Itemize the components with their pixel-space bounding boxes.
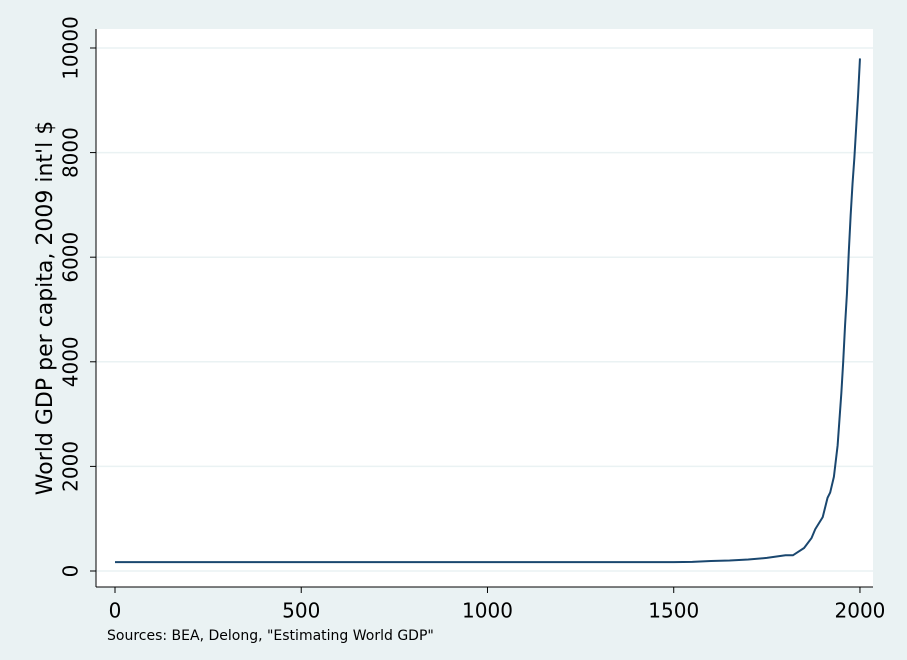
plot-area (96, 29, 873, 587)
y-tick-label: 8000 (59, 127, 83, 178)
x-tick-label: 2000 (835, 599, 886, 623)
x-tick-label: 1500 (648, 599, 699, 623)
y-tick-label: 6000 (59, 232, 83, 283)
y-tick-label: 0 (59, 565, 83, 578)
source-note: Sources: BEA, Delong, "Estimating World … (107, 628, 434, 644)
x-tick-label: 500 (282, 599, 320, 623)
y-tick-label: 4000 (59, 336, 83, 387)
y-axis-title: World GDP per capita, 2009 int'l $ (33, 121, 58, 495)
y-tick-label: 10000 (59, 16, 83, 80)
x-tick-label: 0 (109, 599, 122, 623)
y-tick-label: 2000 (59, 441, 83, 492)
x-tick-label: 1000 (462, 599, 513, 623)
data-line (114, 58, 861, 564)
